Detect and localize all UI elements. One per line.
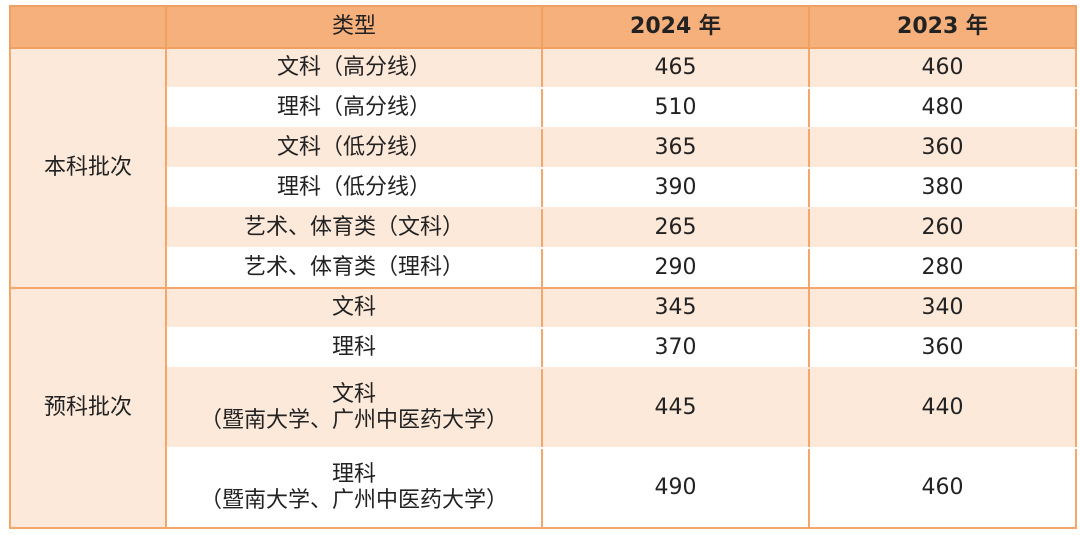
table-row: 预科批次 文科 345 340: [9, 288, 1077, 529]
table-row: 理科（高分线） 510 480: [10, 88, 1077, 129]
row-value-2023: 360: [809, 128, 1077, 169]
row-value-2024: 365: [542, 128, 810, 169]
row-type: 理科（低分线）: [166, 168, 543, 209]
group-label-undergrad: 本科批次: [9, 48, 167, 289]
row-type-line2: （暨南大学、广州中医药大学）: [199, 408, 508, 433]
table-row: 本科批次 文科（高分线） 465 460: [9, 48, 1077, 289]
table-row: 艺术、体育类（理科） 290 280: [10, 248, 1077, 289]
row-value-2024: 510: [542, 88, 810, 129]
group-label-preparatory: 预科批次: [9, 288, 167, 529]
row-value-2023: 260: [809, 208, 1077, 249]
row-value-2023: 460: [809, 48, 1077, 89]
row-type-line1: 理科: [331, 462, 376, 487]
score-table-container: 类型 2024 年 2023 年 本科批次 文科（高分线） 465 460 理科…: [9, 5, 1077, 529]
row-value-2024: 465: [542, 48, 810, 89]
table-header-row: 类型 2024 年 2023 年: [9, 5, 1077, 49]
header-type: 类型: [165, 5, 543, 49]
row-value-2023: 280: [809, 248, 1077, 289]
row-value-2023: 440: [809, 368, 1077, 449]
table-row: 文科（低分线） 365 360: [10, 128, 1077, 169]
table-row: 理科 370 360: [10, 328, 1077, 369]
row-value-2023: 360: [809, 328, 1077, 369]
row-value-2024: 265: [542, 208, 810, 249]
row-value-2024: 445: [542, 368, 810, 449]
row-value-2024: 370: [542, 328, 810, 369]
row-type: 文科（高分线）: [166, 48, 543, 89]
row-type-line2: （暨南大学、广州中医药大学）: [199, 488, 508, 513]
row-value-2023: 480: [809, 88, 1077, 129]
row-value-2024: 390: [542, 168, 810, 209]
row-type: 文科 （暨南大学、广州中医药大学）: [166, 368, 543, 449]
table-row: 理科（低分线） 390 380: [10, 168, 1077, 209]
table-row: 理科 （暨南大学、广州中医药大学） 490 460: [10, 448, 1077, 529]
header-year-2023: 2023 年: [808, 5, 1077, 49]
row-type: 文科: [166, 288, 543, 329]
header-year-2024: 2024 年: [541, 5, 810, 49]
row-type: 艺术、体育类（理科）: [166, 248, 543, 289]
row-value-2024: 290: [542, 248, 810, 289]
row-type-line1: 文科: [331, 382, 376, 407]
row-type: 理科 （暨南大学、广州中医药大学）: [166, 448, 543, 529]
row-value-2024: 490: [542, 448, 810, 529]
row-type: 理科: [166, 328, 543, 369]
row-value-2023: 460: [809, 448, 1077, 529]
table-row: 文科 （暨南大学、广州中医药大学） 445 440: [10, 368, 1077, 449]
score-table: 类型 2024 年 2023 年 本科批次 文科（高分线） 465 460 理科…: [9, 5, 1077, 529]
row-value-2024: 345: [542, 288, 810, 329]
row-type: 理科（高分线）: [166, 88, 543, 129]
header-blank: [9, 5, 167, 49]
table-row: 艺术、体育类（文科） 265 260: [10, 208, 1077, 249]
row-value-2023: 340: [809, 288, 1077, 329]
row-type: 艺术、体育类（文科）: [166, 208, 543, 249]
row-value-2023: 380: [809, 168, 1077, 209]
row-type: 文科（低分线）: [166, 128, 543, 169]
